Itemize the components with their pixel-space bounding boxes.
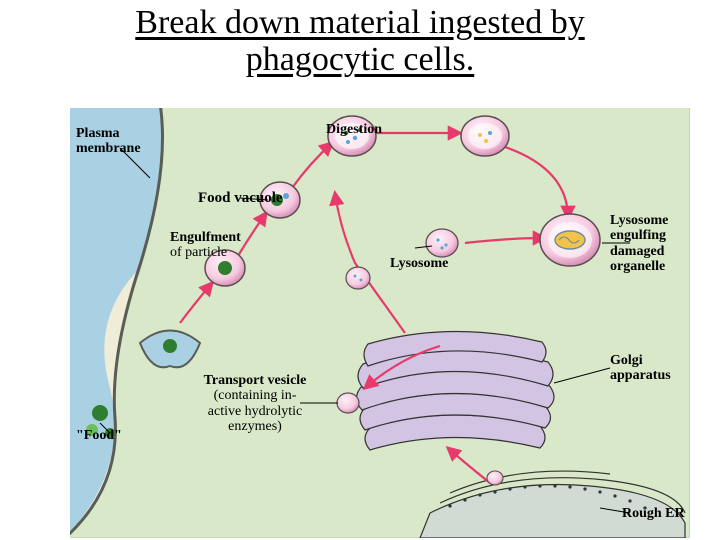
label-rough-er: Rough ER — [622, 506, 685, 521]
title-line-2: phagocytic cells. — [246, 41, 474, 78]
label-golgi: Golgi apparatus — [610, 353, 671, 384]
label-transport-3: active hydrolytic — [208, 404, 302, 419]
transport-vesicle — [337, 393, 359, 413]
label-food-vacuole: Food vacuole — [198, 190, 283, 207]
title: Break down material ingested by phagocyt… — [0, 0, 720, 79]
label-engulfment-1: Engulfment — [170, 230, 241, 245]
autophagosome — [540, 214, 600, 266]
label-transport-4: enzymes) — [228, 419, 282, 434]
label-lys-engulf-2: engulfing — [610, 228, 666, 243]
label-lysosome: Lysosome — [390, 256, 448, 271]
lysosome-small — [346, 267, 370, 289]
label-food: "Food" — [76, 428, 122, 443]
label-transport-vesicle: Transport vesicle (containing in- active… — [185, 373, 325, 435]
golgi-apparatus — [357, 331, 555, 450]
diagram-svg — [70, 108, 690, 538]
label-transport-2: (containing in- — [214, 388, 297, 403]
cytoplasm — [70, 108, 690, 538]
title-line-1: Break down material ingested by — [135, 4, 584, 41]
label-transport-1: Transport vesicle — [204, 373, 307, 388]
label-lysosome-engulfing: Lysosome engulfing damaged organelle — [610, 213, 668, 275]
label-engulfment-2: of particle — [170, 245, 227, 260]
figure: Digestion Plasma membrane Food vacuole E… — [70, 108, 690, 538]
er-bud-vesicle — [487, 471, 503, 485]
label-lys-engulf-4: organelle — [610, 259, 665, 274]
label-plasma-membrane: Plasma membrane — [76, 126, 141, 157]
label-digestion: Digestion — [326, 122, 382, 137]
label-engulfment: Engulfment of particle — [170, 230, 241, 261]
label-lys-engulf-3: damaged — [610, 244, 664, 259]
lysosome-mid — [426, 229, 458, 257]
phagolysosome-right — [461, 116, 509, 156]
label-lys-engulf-1: Lysosome — [610, 213, 668, 228]
